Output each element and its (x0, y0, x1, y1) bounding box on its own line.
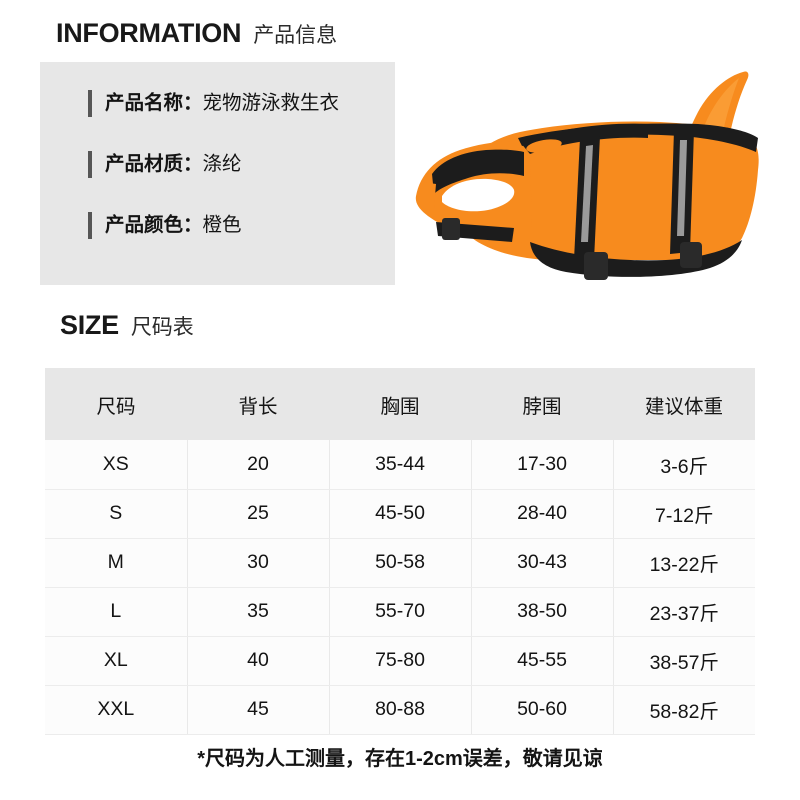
cell-chest: 50-58 (329, 538, 472, 588)
cell-size: XXL (45, 685, 188, 735)
info-value-product-name: 宠物游泳救生衣 (202, 91, 340, 114)
cell-chest: 45-50 (329, 489, 472, 539)
cell-weight: 38-57斤 (613, 636, 755, 686)
cell-chest: 55-70 (329, 587, 472, 637)
column-header-weight: 建议体重 (613, 368, 755, 440)
column-header-back-length: 背长 (187, 368, 329, 440)
size-heading-en: SIZE (60, 310, 119, 340)
cell-size: XS (45, 440, 188, 490)
info-value-product-material: 涤纶 (202, 152, 242, 175)
handle-opening (526, 139, 562, 153)
column-header-chest: 胸围 (329, 368, 471, 440)
info-row-product-material: 产品材质：涤纶 (88, 151, 339, 178)
cell-weight: 23-37斤 (613, 587, 755, 637)
table-row: S 25 45-50 28-40 7-12斤 (45, 489, 755, 539)
cell-neck: 30-43 (471, 538, 614, 588)
cell-back-length: 45 (187, 685, 330, 735)
cell-back-length: 35 (187, 587, 330, 637)
cell-size: S (45, 489, 188, 539)
cell-neck: 17-30 (471, 440, 614, 490)
cell-chest: 35-44 (329, 440, 472, 490)
cell-weight: 58-82斤 (613, 685, 755, 735)
measurement-disclaimer: *尺码为人工测量，存在1-2cm误差，敬请见谅 (197, 748, 603, 770)
bullet-bar-icon (88, 90, 92, 117)
bullet-bar-icon (88, 212, 92, 239)
cell-weight: 7-12斤 (613, 489, 755, 539)
cell-weight: 3-6斤 (613, 440, 755, 490)
cell-back-length: 20 (187, 440, 330, 490)
info-label-product-material: 产品材质： (105, 152, 203, 175)
size-section-heading: SIZE 尺码表 (60, 310, 194, 341)
buckle-left (584, 252, 608, 280)
table-row: XXL 45 80-88 50-60 58-82斤 (45, 685, 755, 735)
information-panel: 产品名称：宠物游泳救生衣 产品材质：涤纶 产品颜色：橙色 (40, 62, 395, 285)
size-heading-cn: 尺码表 (130, 316, 194, 339)
cell-neck: 28-40 (471, 489, 614, 539)
cell-neck: 50-60 (471, 685, 614, 735)
neck-tab (422, 182, 436, 208)
reflective-stripe-left (581, 145, 593, 242)
information-list: 产品名称：宠物游泳救生衣 产品材质：涤纶 产品颜色：橙色 (88, 90, 339, 239)
cell-neck: 38-50 (471, 587, 614, 637)
product-image (398, 46, 788, 291)
table-row: XL 40 75-80 45-55 38-57斤 (45, 636, 755, 686)
cell-size: M (45, 538, 188, 588)
info-label-product-color: 产品颜色： (105, 213, 203, 236)
reflective-stripe-right (677, 140, 687, 236)
info-value-product-color: 橙色 (202, 213, 242, 236)
information-heading-cn: 产品信息 (253, 24, 338, 47)
information-section-heading: INFORMATION 产品信息 (56, 18, 337, 49)
neck-trim (432, 149, 524, 194)
info-label-product-name: 产品名称： (105, 91, 203, 114)
table-row: L 35 55-70 38-50 23-37斤 (45, 587, 755, 637)
buckle-right (680, 242, 702, 268)
info-row-product-name: 产品名称：宠物游泳救生衣 (88, 90, 339, 117)
table-row: XS 20 35-44 17-30 3-6斤 (45, 440, 755, 490)
cell-back-length: 25 (187, 489, 330, 539)
cell-weight: 13-22斤 (613, 538, 755, 588)
table-header-row: 尺码 背长 胸围 脖围 建议体重 (45, 368, 755, 440)
cell-size: XL (45, 636, 188, 686)
table-row: M 30 50-58 30-43 13-22斤 (45, 538, 755, 588)
cell-size: L (45, 587, 188, 637)
cell-chest: 80-88 (329, 685, 472, 735)
info-row-product-color: 产品颜色：橙色 (88, 212, 339, 239)
information-heading-en: INFORMATION (56, 18, 242, 48)
cell-back-length: 30 (187, 538, 330, 588)
cell-chest: 75-80 (329, 636, 472, 686)
cell-neck: 45-55 (471, 636, 614, 686)
cell-back-length: 40 (187, 636, 330, 686)
leg-opening (442, 178, 515, 212)
column-header-size: 尺码 (45, 368, 187, 440)
bullet-bar-icon (88, 151, 92, 178)
column-header-neck: 脖围 (471, 368, 613, 440)
size-chart-table: 尺码 背长 胸围 脖围 建议体重 XS 20 35-44 17-30 3-6斤 … (45, 368, 755, 735)
front-buckle (442, 218, 460, 240)
